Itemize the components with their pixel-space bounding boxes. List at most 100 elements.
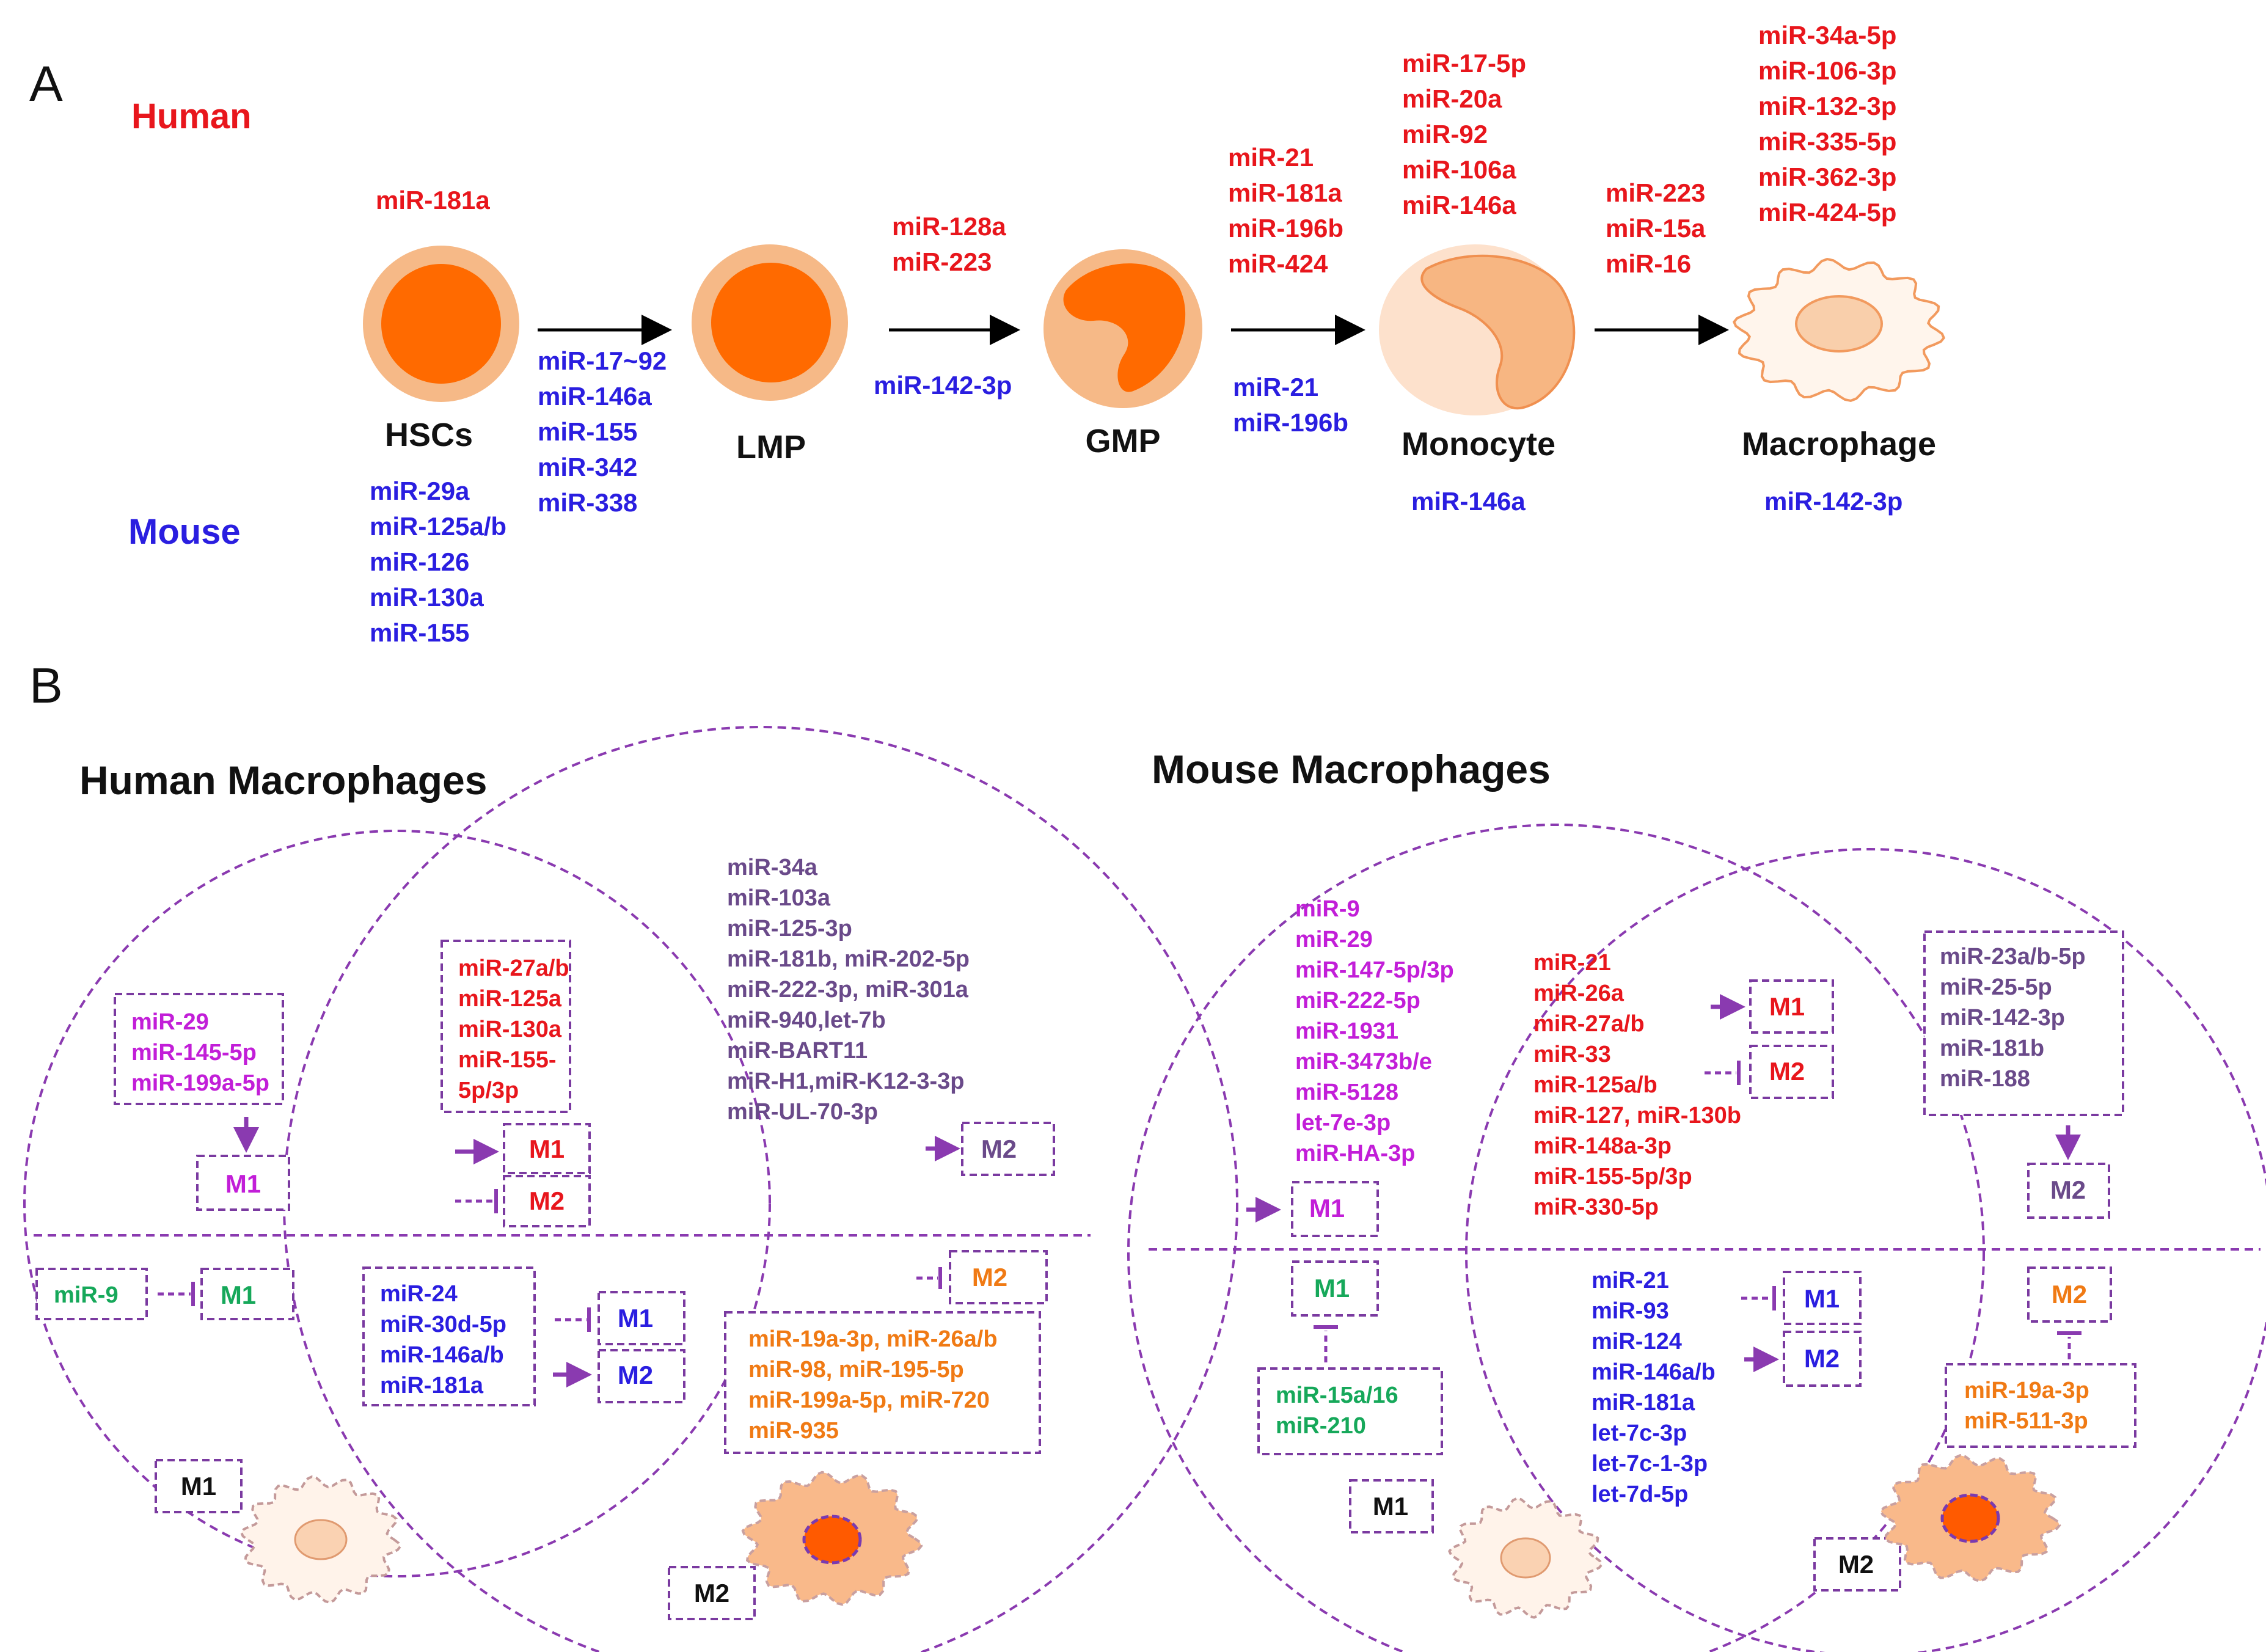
mouse-m1-inhibit-mirs: miR-15a/16 miR-210 (1276, 1383, 1398, 1439)
lmp-gmp-human-mirs: miR-128a miR-223 (892, 212, 1006, 276)
mir-label: miR-155- (458, 1047, 557, 1073)
mouse-m1-circle (1127, 824, 1985, 1652)
mir-label: miR-24 (380, 1281, 458, 1307)
stage-label-hsc: HSCs (385, 417, 473, 453)
gmp-cell-icon (1043, 249, 1202, 408)
mouse-m2-target-box (2027, 1163, 2110, 1219)
mir-label: miR-19a-3p (1964, 1378, 2089, 1403)
mir-label: miR-30d-5p (380, 1312, 506, 1337)
human-m1-inhibit-box (35, 1268, 148, 1320)
mouse-m2-circle (1465, 848, 2266, 1652)
mir-label: miR-UL-70-3p (727, 1099, 878, 1125)
mir-label: miR-126 (370, 547, 469, 576)
mir-label: let-7d-5p (1592, 1482, 1688, 1507)
mir-label: miR-223 (892, 247, 992, 276)
hsc-lmp-mouse-mirs: miR-17~92 miR-146a miR-155 miR-342 miR-338 (538, 346, 667, 517)
mir-label: miR-196b (1228, 214, 1343, 243)
mouse-dual-m1-label: M1 (1769, 992, 1805, 1021)
human-m1-cell-label: M1 (181, 1472, 216, 1500)
mir-label: miR-155 (370, 618, 469, 647)
mouse-m2-cell-box (1813, 1537, 1901, 1592)
human-m1-promote-mirs: miR-29 miR-145-5p miR-199a-5p (131, 1009, 269, 1096)
human-green-m1-box (200, 1268, 294, 1320)
mir-label: miR-142-3p (1764, 487, 1902, 516)
mir-label: miR-130a (458, 1017, 562, 1042)
mir-label: miR-338 (538, 488, 637, 517)
monocyte-cell-icon (1379, 244, 1576, 415)
panel-a-label: A (29, 56, 63, 112)
mouse-m1-inhibit-box (1257, 1367, 1443, 1455)
mir-label: miR-511-3p (1964, 1408, 2088, 1434)
stage-label-gmp: GMP (1085, 423, 1160, 459)
mir-label: miR-940,let-7b (727, 1007, 886, 1033)
macrophage-mouse-mirs: miR-142-3p (1764, 487, 1902, 516)
mouse-dual-bottom-m2-box (1783, 1331, 1862, 1387)
mir-label: miR-93 (1592, 1298, 1669, 1324)
human-dual-bottom-m1-box (598, 1291, 685, 1345)
mir-label: miR-106-3p (1758, 56, 1896, 85)
mir-label: miR-155 (538, 417, 637, 446)
mir-label: miR-125a (458, 986, 562, 1012)
human-m1-inhibit-mirs: miR-9 (54, 1282, 119, 1308)
human-dual-top-box (440, 940, 571, 1113)
monocyte-macrophage-human-mirs: miR-223 miR-15a miR-16 (1606, 178, 1706, 278)
human-m1-promote-box (114, 993, 284, 1105)
mir-label: miR-127, miR-130b (1533, 1103, 1741, 1128)
hsc-human-mirs: miR-181a (376, 186, 490, 214)
mir-label: miR-199a-5p (131, 1070, 269, 1096)
mir-label: miR-130a (370, 583, 484, 612)
mir-label: miR-125a/b (370, 512, 506, 541)
mouse-m2-target-label: M2 (2050, 1175, 2086, 1204)
mouse-dual-bottom-m2-label: M2 (1804, 1344, 1840, 1373)
human-m2-cell-icon (741, 1471, 923, 1606)
mir-label: miR-15a/16 (1276, 1383, 1398, 1408)
mir-label: miR-92 (1402, 120, 1488, 148)
mir-label: miR-181b, miR-202-5p (727, 946, 970, 972)
mir-label: miR-128a (892, 212, 1006, 241)
mir-label: miR-21 (1533, 950, 1611, 976)
mouse-m2-promote-mirs: miR-23a/b-5p miR-25-5p miR-142-3p miR-181b m… (1940, 944, 2086, 1092)
lmp-gmp-mouse-mirs: miR-142-3p (874, 371, 1012, 400)
mir-label: miR-424 (1228, 249, 1328, 278)
mir-label: miR-27a/b (458, 956, 569, 981)
mouse-m2-inhibit-mirs: miR-19a-3p miR-511-3p (1964, 1378, 2089, 1434)
mir-label: miR-148a-3p (1533, 1133, 1672, 1159)
human-green-m1-label: M1 (221, 1281, 256, 1309)
mir-label: miR-34a (727, 855, 818, 880)
mouse-dual-bottom-m1-box (1783, 1271, 1862, 1325)
human-m2-cell-box (668, 1566, 756, 1620)
mir-label: miR-9 (1295, 896, 1360, 922)
human-m2-target-label: M2 (981, 1135, 1017, 1163)
mir-label: 5p/3p (458, 1078, 519, 1103)
mir-label: miR-145-5p (131, 1040, 257, 1065)
monocyte-mouse-mirs: miR-146a (1411, 487, 1526, 516)
mir-label: miR-34a-5p (1758, 21, 1896, 49)
human-dual-bottom-mirs: miR-24 miR-30d-5p miR-146a/b miR-181a (380, 1281, 506, 1398)
mir-label: miR-33 (1533, 1042, 1611, 1067)
mir-label: let-7c-1-3p (1592, 1451, 1708, 1477)
mir-label: miR-106a (1402, 155, 1516, 184)
mir-label: miR-188 (1940, 1066, 2030, 1092)
human-m1-cell-icon (239, 1475, 402, 1604)
mouse-dual-bottom-mirs: miR-21 miR-93 miR-124 miR-146a/b miR-181a let… (1592, 1268, 1716, 1507)
mir-label: miR-146a/b (1592, 1359, 1716, 1385)
human-orange-m2-label: M2 (972, 1263, 1007, 1292)
human-m1-circle (23, 830, 771, 1577)
human-orange-m2-box (949, 1250, 1048, 1304)
mir-label: miR-125a/b (1533, 1072, 1657, 1098)
human-dual-bottom-box (362, 1266, 536, 1406)
human-dual-m2-box (503, 1175, 591, 1227)
human-m1-target-box (196, 1155, 290, 1211)
mouse-m2-promote-box (1923, 930, 2124, 1116)
mir-label: miR-BART11 (727, 1038, 868, 1064)
mouse-m1-cell-box (1349, 1479, 1434, 1533)
human-dual-m1-box (503, 1123, 591, 1174)
mir-label: miR-15a (1606, 214, 1706, 243)
macrophage-cell-icon (1732, 258, 1946, 402)
hsc-mouse-mirs: miR-29a miR-125a/b miR-126 miR-130a miR-155 (370, 477, 506, 647)
mir-label: miR-142-3p (874, 371, 1012, 400)
human-dual-bottom-m2-label: M2 (618, 1361, 653, 1389)
mir-label: miR-222-3p, miR-301a (727, 977, 969, 1003)
mir-label: let-7e-3p (1295, 1110, 1391, 1136)
